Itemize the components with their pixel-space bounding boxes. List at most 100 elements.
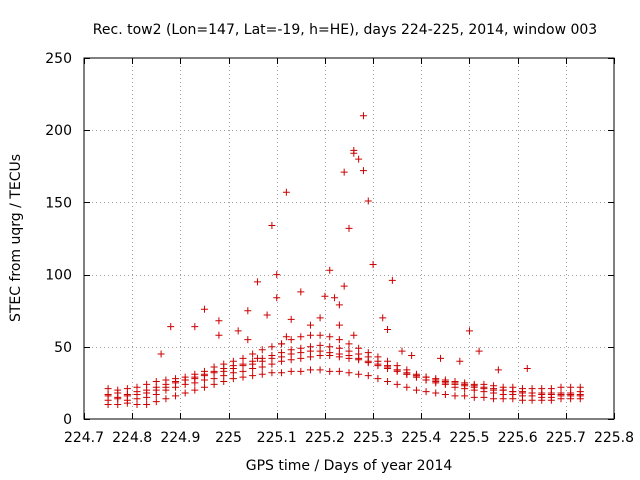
- data-point: [456, 357, 464, 365]
- x-tick-label: 224.7: [64, 430, 104, 446]
- data-point: [167, 323, 175, 331]
- data-point: [403, 383, 411, 391]
- data-point: [355, 370, 363, 378]
- data-point: [437, 354, 445, 362]
- y-tick-label: 0: [63, 412, 72, 428]
- data-point: [567, 383, 575, 391]
- data-point: [297, 367, 305, 375]
- series-arc-5: [104, 347, 584, 401]
- data-point: [412, 372, 420, 380]
- data-point: [229, 357, 237, 365]
- data-point: [258, 370, 266, 378]
- data-point: [321, 292, 329, 300]
- data-point: [340, 168, 348, 176]
- data-point: [384, 377, 392, 385]
- data-point: [215, 317, 223, 325]
- series-arc-4: [104, 331, 584, 394]
- data-point: [133, 383, 141, 391]
- data-point: [326, 333, 334, 341]
- x-axis-label: GPS time / Days of year 2014: [246, 458, 453, 474]
- data-point: [210, 369, 218, 377]
- data-point: [374, 360, 382, 368]
- data-point: [133, 390, 141, 398]
- data-point: [451, 392, 459, 400]
- data-point: [408, 351, 416, 359]
- chart-title: Rec. tow2 (Lon=147, Lat=-19, h=HE), days…: [93, 22, 597, 38]
- data-point: [412, 386, 420, 394]
- data-point: [200, 372, 208, 380]
- data-point: [263, 311, 271, 319]
- data-point: [345, 369, 353, 377]
- data-point: [350, 146, 358, 154]
- data-point: [244, 336, 252, 344]
- data-point: [335, 301, 343, 309]
- data-point: [374, 353, 382, 361]
- y-axis-label: STEC from uqrg / TECUs: [8, 154, 24, 322]
- data-point: [364, 372, 372, 380]
- data-point: [172, 392, 180, 400]
- data-point: [451, 379, 459, 387]
- data-point: [335, 321, 343, 329]
- data-point: [403, 369, 411, 377]
- series-outliers: [157, 112, 531, 374]
- data-point: [432, 389, 440, 397]
- data-point: [114, 393, 122, 401]
- data-point: [441, 377, 449, 385]
- data-point: [215, 331, 223, 339]
- data-point: [239, 362, 247, 370]
- data-point: [278, 340, 286, 348]
- data-point: [379, 314, 387, 322]
- data-point: [287, 367, 295, 375]
- data-point: [480, 383, 488, 391]
- data-point: [461, 380, 469, 388]
- data-point: [239, 354, 247, 362]
- data-point: [528, 389, 536, 397]
- y-tick-label: 200: [45, 123, 72, 139]
- data-point: [229, 364, 237, 372]
- data-point: [359, 167, 367, 175]
- data-point: [268, 369, 276, 377]
- data-point: [162, 395, 170, 403]
- data-point: [143, 380, 151, 388]
- data-point: [297, 333, 305, 341]
- data-point: [326, 266, 334, 274]
- data-point: [297, 349, 305, 357]
- data-point: [359, 112, 367, 120]
- data-point: [345, 351, 353, 359]
- data-point: [234, 327, 242, 335]
- data-point: [523, 364, 531, 372]
- x-tick-label: 225.7: [546, 430, 586, 446]
- data-point: [273, 271, 281, 279]
- data-point: [393, 366, 401, 374]
- data-point: [278, 353, 286, 361]
- data-point: [104, 392, 112, 400]
- data-point: [181, 389, 189, 397]
- plot-frame: [83, 57, 615, 420]
- data-point: [258, 346, 266, 354]
- data-point: [123, 385, 131, 393]
- x-tick-label: 225.6: [498, 430, 538, 446]
- data-point: [576, 383, 584, 391]
- data-point: [306, 331, 314, 339]
- data-point: [157, 350, 165, 358]
- y-tick-label: 100: [45, 268, 72, 284]
- data-point: [364, 197, 372, 205]
- x-tick-label: 224.9: [160, 430, 200, 446]
- series-arc-3: [104, 341, 584, 398]
- data-point: [123, 392, 131, 400]
- data-point: [306, 321, 314, 329]
- data-point: [287, 315, 295, 323]
- data-point: [509, 388, 517, 396]
- data-point: [470, 382, 478, 390]
- data-point: [490, 385, 498, 393]
- data-point: [422, 388, 430, 396]
- data-point: [557, 390, 565, 398]
- data-points: [104, 112, 584, 409]
- data-point: [316, 314, 324, 322]
- data-point: [200, 383, 208, 391]
- x-tick-label: 225.8: [594, 430, 634, 446]
- data-point: [388, 276, 396, 284]
- data-point: [518, 389, 526, 397]
- data-point: [287, 350, 295, 358]
- x-tick-label: 224.8: [112, 430, 152, 446]
